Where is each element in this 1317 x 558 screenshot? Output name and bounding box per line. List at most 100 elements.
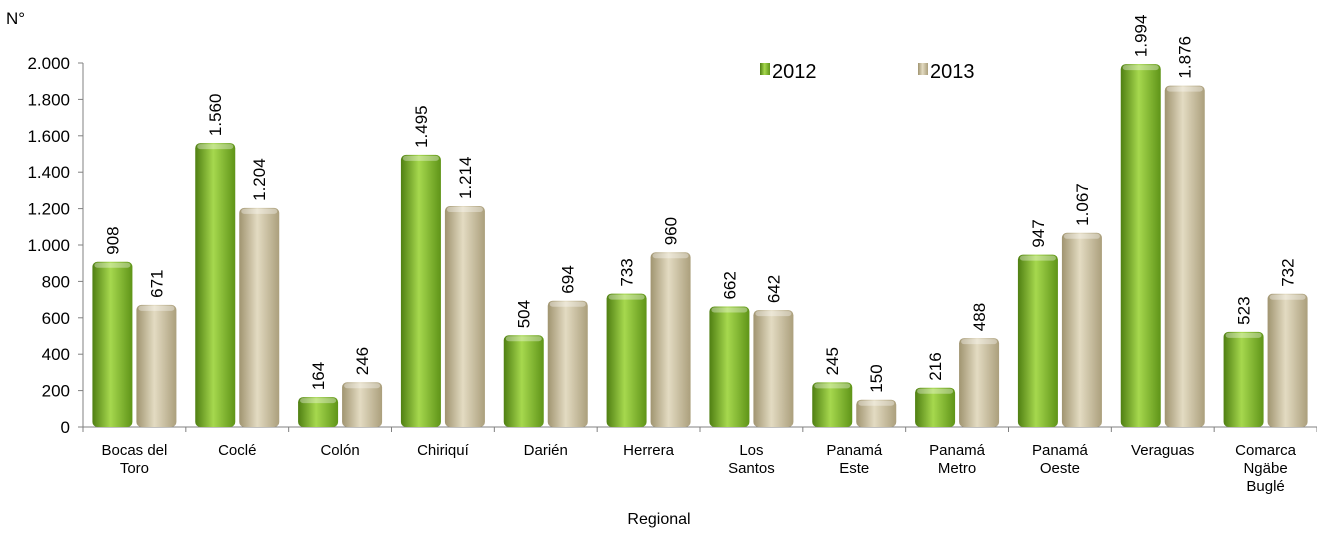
y-axis-title: N° — [6, 9, 25, 28]
category-label-line: Bocas del — [101, 442, 167, 459]
bar-series-2012 — [92, 64, 1264, 427]
category-label: Comarca Ngäbe Buglé — [1235, 442, 1297, 495]
category-label-line: Los — [739, 442, 763, 459]
legend-item-2013: 2013 — [918, 61, 975, 83]
bar-2013-7 — [856, 399, 897, 427]
category-label: Panamá Metro — [929, 442, 986, 477]
data-label-2012-7: 245 — [823, 347, 842, 375]
data-label-2012-0: 908 — [103, 226, 122, 254]
category-label-line: Oeste — [1040, 460, 1080, 477]
y-tick-label: 600 — [42, 309, 70, 328]
bar-top-highlight — [961, 339, 998, 345]
x-axis — [82, 426, 1317, 432]
category-label-line: Buglé — [1246, 478, 1284, 495]
bar-2013-10 — [1164, 85, 1205, 428]
data-label-2012-5: 733 — [618, 258, 637, 286]
legend-swatch-2012 — [760, 63, 770, 75]
category-label-line: Coclé — [218, 442, 256, 459]
bar-top-highlight — [138, 305, 175, 311]
bar-2012-1 — [195, 143, 236, 427]
category-label-line: Metro — [938, 460, 976, 477]
bar-2013-1 — [239, 207, 280, 427]
bar-top-highlight — [755, 311, 792, 317]
category-label: Darién — [524, 442, 568, 459]
data-label-2012-11: 523 — [1235, 296, 1254, 324]
data-label-2013-4: 694 — [559, 265, 578, 293]
data-label-2013-9: 1.067 — [1073, 183, 1092, 226]
y-tick-label: 200 — [42, 382, 70, 401]
data-labels: 908 1.560 164 1.495 504 733 662 245 216 947 1.994 5… — [103, 15, 1297, 393]
bar-2012-8 — [915, 387, 956, 427]
y-tick-label: 1.800 — [27, 90, 70, 109]
bar-series-group — [92, 64, 1308, 428]
data-label-2012-8: 216 — [926, 352, 945, 380]
bar-top-highlight — [858, 400, 895, 406]
bar-2012-5 — [606, 293, 647, 427]
bar-top-highlight — [652, 253, 689, 259]
bar-2013-5 — [650, 252, 691, 427]
data-label-2013-3: 1.214 — [456, 157, 475, 200]
bar-2012-0 — [92, 261, 133, 427]
category-label-line: Chiriquí — [417, 442, 470, 459]
category-label: Bocas del Toro — [101, 442, 167, 477]
bar-series-2013 — [136, 85, 1308, 428]
y-tick-label: 2.000 — [27, 54, 70, 73]
y-tick-label: 0 — [61, 418, 70, 437]
bar-top-highlight — [402, 155, 439, 161]
bar-2012-9 — [1017, 254, 1058, 427]
category-label-line: Comarca — [1235, 442, 1297, 459]
data-label-2012-3: 1.495 — [412, 105, 431, 148]
bar-2013-11 — [1267, 293, 1308, 427]
bar-top-highlight — [94, 262, 131, 268]
category-label: Chiriquí — [417, 442, 470, 459]
data-label-2012-9: 947 — [1029, 219, 1048, 247]
data-label-2012-2: 164 — [309, 362, 328, 390]
data-label-2013-8: 488 — [970, 303, 989, 331]
y-tick-label: 1.400 — [27, 163, 70, 182]
category-label-line: Toro — [120, 460, 149, 477]
bar-top-highlight — [344, 383, 381, 389]
legend-item-2012: 2012 — [760, 61, 817, 83]
data-label-2013-7: 150 — [867, 364, 886, 392]
category-labels: Bocas del Toro Coclé Colón Chiriquí Darién Her… — [101, 442, 1296, 495]
bar-2013-3 — [444, 206, 485, 427]
bar-top-highlight — [814, 383, 851, 389]
data-label-2012-1: 1.560 — [206, 94, 225, 137]
legend-label-2012: 2012 — [772, 61, 817, 83]
legend-swatch-2013 — [918, 63, 928, 75]
category-label-line: Santos — [728, 460, 775, 477]
bar-top-highlight — [549, 301, 586, 307]
bar-2013-0 — [136, 304, 177, 427]
y-axis: 0 200 400 600 800 1.000 1.200 1.400 1.600 1.800 2.… — [27, 54, 84, 437]
category-label-line: Darién — [524, 442, 568, 459]
bar-2013-8 — [959, 338, 1000, 427]
bar-top-highlight — [241, 208, 278, 214]
data-label-2013-0: 671 — [147, 270, 166, 298]
category-label-line: Panamá — [826, 442, 883, 459]
y-tick-label: 1.200 — [27, 200, 70, 219]
bar-top-highlight — [1166, 86, 1203, 92]
bar-2012-11 — [1223, 331, 1264, 427]
bar-2012-3 — [400, 154, 441, 427]
category-label: Panamá Oeste — [1032, 442, 1089, 477]
data-label-2013-11: 732 — [1279, 258, 1298, 286]
category-label-line: Colón — [320, 442, 359, 459]
category-label-line: Panamá — [1032, 442, 1089, 459]
category-label-line: Herrera — [623, 442, 675, 459]
bar-top-highlight — [1269, 294, 1306, 300]
y-tick-label: 1.000 — [27, 236, 70, 255]
y-tick-label: 400 — [42, 345, 70, 364]
bar-2013-9 — [1061, 232, 1102, 427]
bar-2012-7 — [812, 382, 853, 427]
bar-top-highlight — [1225, 332, 1262, 338]
bar-top-highlight — [1122, 65, 1159, 71]
category-label-line: Panamá — [929, 442, 986, 459]
bar-2013-4 — [547, 300, 588, 427]
category-label-line: Ngäbe — [1243, 460, 1287, 477]
bar-2012-4 — [503, 335, 544, 427]
bar-2013-2 — [342, 382, 383, 427]
category-label: Panamá Este — [826, 442, 883, 477]
category-label: Coclé — [218, 442, 256, 459]
data-label-2012-10: 1.994 — [1132, 15, 1151, 58]
